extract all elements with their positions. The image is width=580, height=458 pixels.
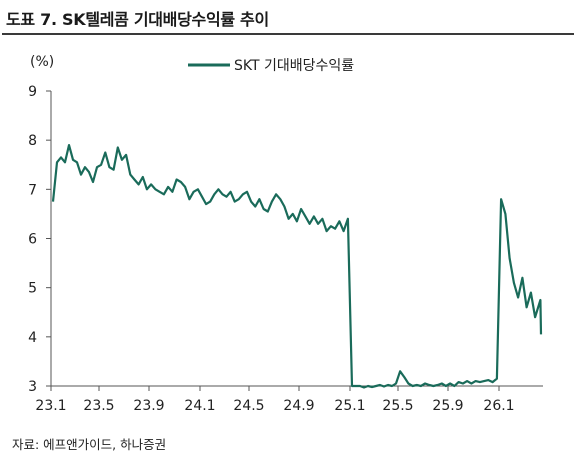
series-layer — [51, 144, 543, 389]
title-divider — [2, 33, 574, 35]
y-tick-label: 7 — [28, 182, 37, 198]
x-tick-label: 25.5 — [382, 398, 413, 414]
x-tick-label: 23.9 — [133, 398, 164, 414]
y-tick-label: 6 — [28, 232, 37, 248]
y-tick-label: 8 — [28, 133, 37, 149]
chart-title: 도표 7. SK텔레콤 기대배당수익률 추이 — [6, 10, 269, 29]
x-tick-label: 23.5 — [83, 398, 114, 414]
y-tick-label: 9 — [28, 84, 37, 100]
legend-label: SKT 기대배당수익률 — [234, 58, 354, 74]
source-note: 자료: 에프앤가이드, 하나증권 — [12, 437, 167, 452]
x-tick-label: 24.1 — [184, 398, 215, 414]
y-tick-labels: 3 4 5 6 7 8 9 — [28, 84, 51, 395]
x-tick-label: 24.9 — [283, 398, 314, 414]
x-tick-label: 25.1 — [334, 398, 365, 414]
series-line — [51, 144, 543, 389]
axes — [50, 91, 543, 387]
x-tick-label: 23.1 — [35, 398, 66, 414]
y-unit-label: (%) — [30, 54, 54, 70]
y-tick-label: 3 — [28, 379, 37, 395]
x-tick-label: 24.5 — [233, 398, 264, 414]
x-tick-label: 26.1 — [483, 398, 514, 414]
y-tick-label: 4 — [28, 330, 37, 346]
x-tick-labels: 23.1 23.5 23.9 24.1 24.5 24.9 25.1 25.5 25.9 26.1 — [35, 386, 515, 414]
x-tick-label: 25.9 — [432, 398, 463, 414]
legend: SKT 기대배당수익률 — [188, 58, 354, 74]
line-chart: (%) SKT 기대배당수익률 3 4 5 6 7 8 9 23.1 23.5 23.9 24.1… — [28, 54, 543, 414]
y-tick-label: 5 — [28, 281, 37, 297]
